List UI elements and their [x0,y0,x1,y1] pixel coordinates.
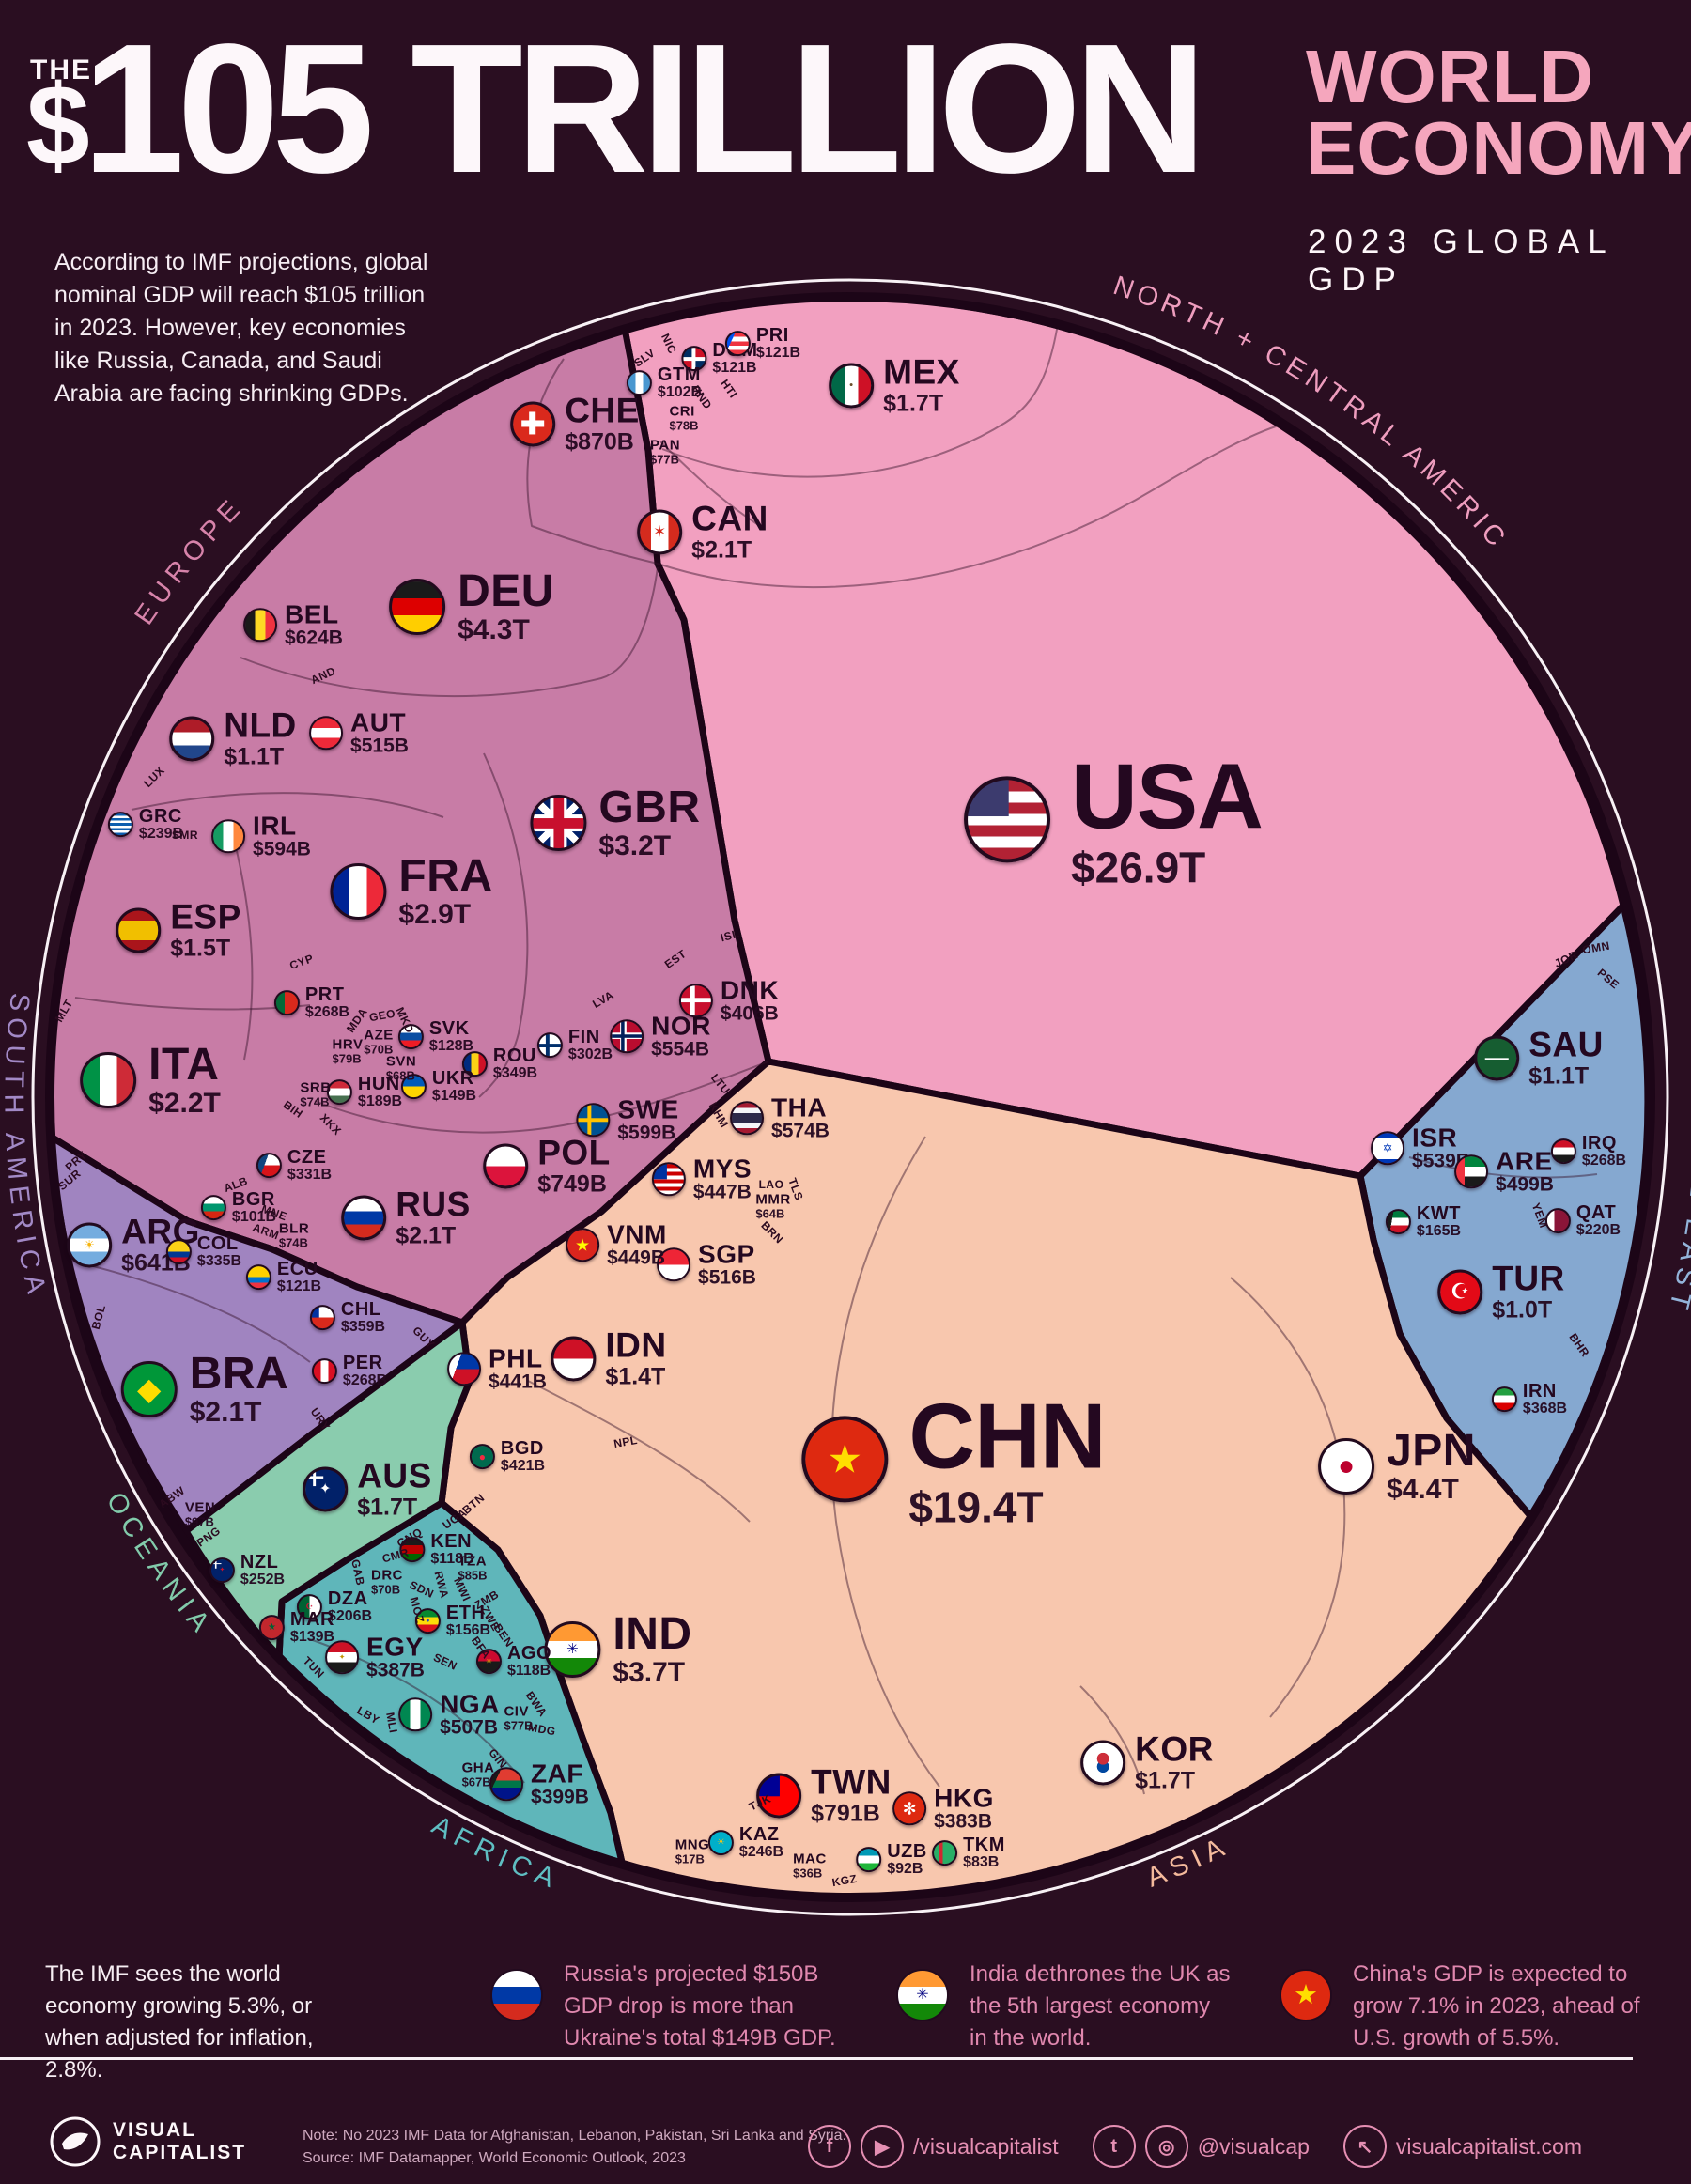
footer-note: Note: No 2023 IMF Data for Afghanistan, … [303,2125,846,2170]
twitter-icon[interactable]: t [1092,2125,1136,2168]
circle-rim [45,292,1655,1902]
brand-title: WORLD ECONOMY [1306,35,1691,190]
title-text: 105 TRILLION [82,6,1207,211]
outer-ring [31,278,1669,1916]
russia-flag-icon [490,1969,543,2021]
footnote-india: India dethrones the UK as the 5th larges… [970,1961,1231,2052]
dollar-sign: $ [26,61,90,189]
social-site-url[interactable]: visualcapitalist.com [1395,2133,1583,2159]
footnote-imf: The IMF sees the world economy growing 5… [45,1961,314,2083]
region-label-south-america: SOUTH AMERICA [0,992,53,1303]
vc-brand-line1: VISUAL [113,2118,197,2141]
title-kicker: THE [30,54,92,85]
social-handle-primary[interactable]: /visualcapitalist [913,2133,1059,2159]
footer-note-line: Note: No 2023 IMF Data for Afghanistan, … [303,2128,847,2144]
brand-line-2: ECONOMY [1306,106,1691,190]
facebook-icon[interactable]: f [808,2125,851,2168]
region-north-central-america [621,297,1627,1180]
intro-paragraph: According to IMF projections, global nom… [54,249,428,407]
chart-subtitle: 2023 GLOBAL GDP [1308,224,1614,298]
china-flag-icon: ★ [1280,1969,1332,2021]
brand-line-1: WORLD [1306,35,1595,118]
social-links: f ▶ /visualcapitalist t ◎ @visualcap ↖ v… [808,2125,1616,2168]
visual-capitalist-logo: VISUAL CAPITALIST [49,2115,246,2168]
vc-logo-icon [50,2116,101,2167]
region-label-middle-east: MIDDLE EAST [1662,1061,1691,1319]
footer-divider [0,2057,1633,2060]
footer-source-line: Source: IMF Datamapper, World Economic O… [303,2150,686,2166]
social-handle-secondary[interactable]: @visualcap [1197,2133,1310,2159]
india-flag-icon: ✳ [896,1969,949,2021]
page-title: $105 TRILLION [26,17,1207,201]
youtube-icon[interactable]: ▶ [861,2125,904,2168]
cursor-icon[interactable]: ↖ [1342,2125,1387,2168]
vc-logo-text: VISUAL CAPITALIST [113,2119,246,2164]
instagram-icon[interactable]: ◎ [1144,2125,1188,2168]
vc-brand-line2: CAPITALIST [113,2142,247,2163]
footnote-russia: Russia's projected $150B GDP drop is mor… [564,1961,836,2052]
footnote-china: China's GDP is expected to grow 7.1% in … [1353,1961,1640,2052]
